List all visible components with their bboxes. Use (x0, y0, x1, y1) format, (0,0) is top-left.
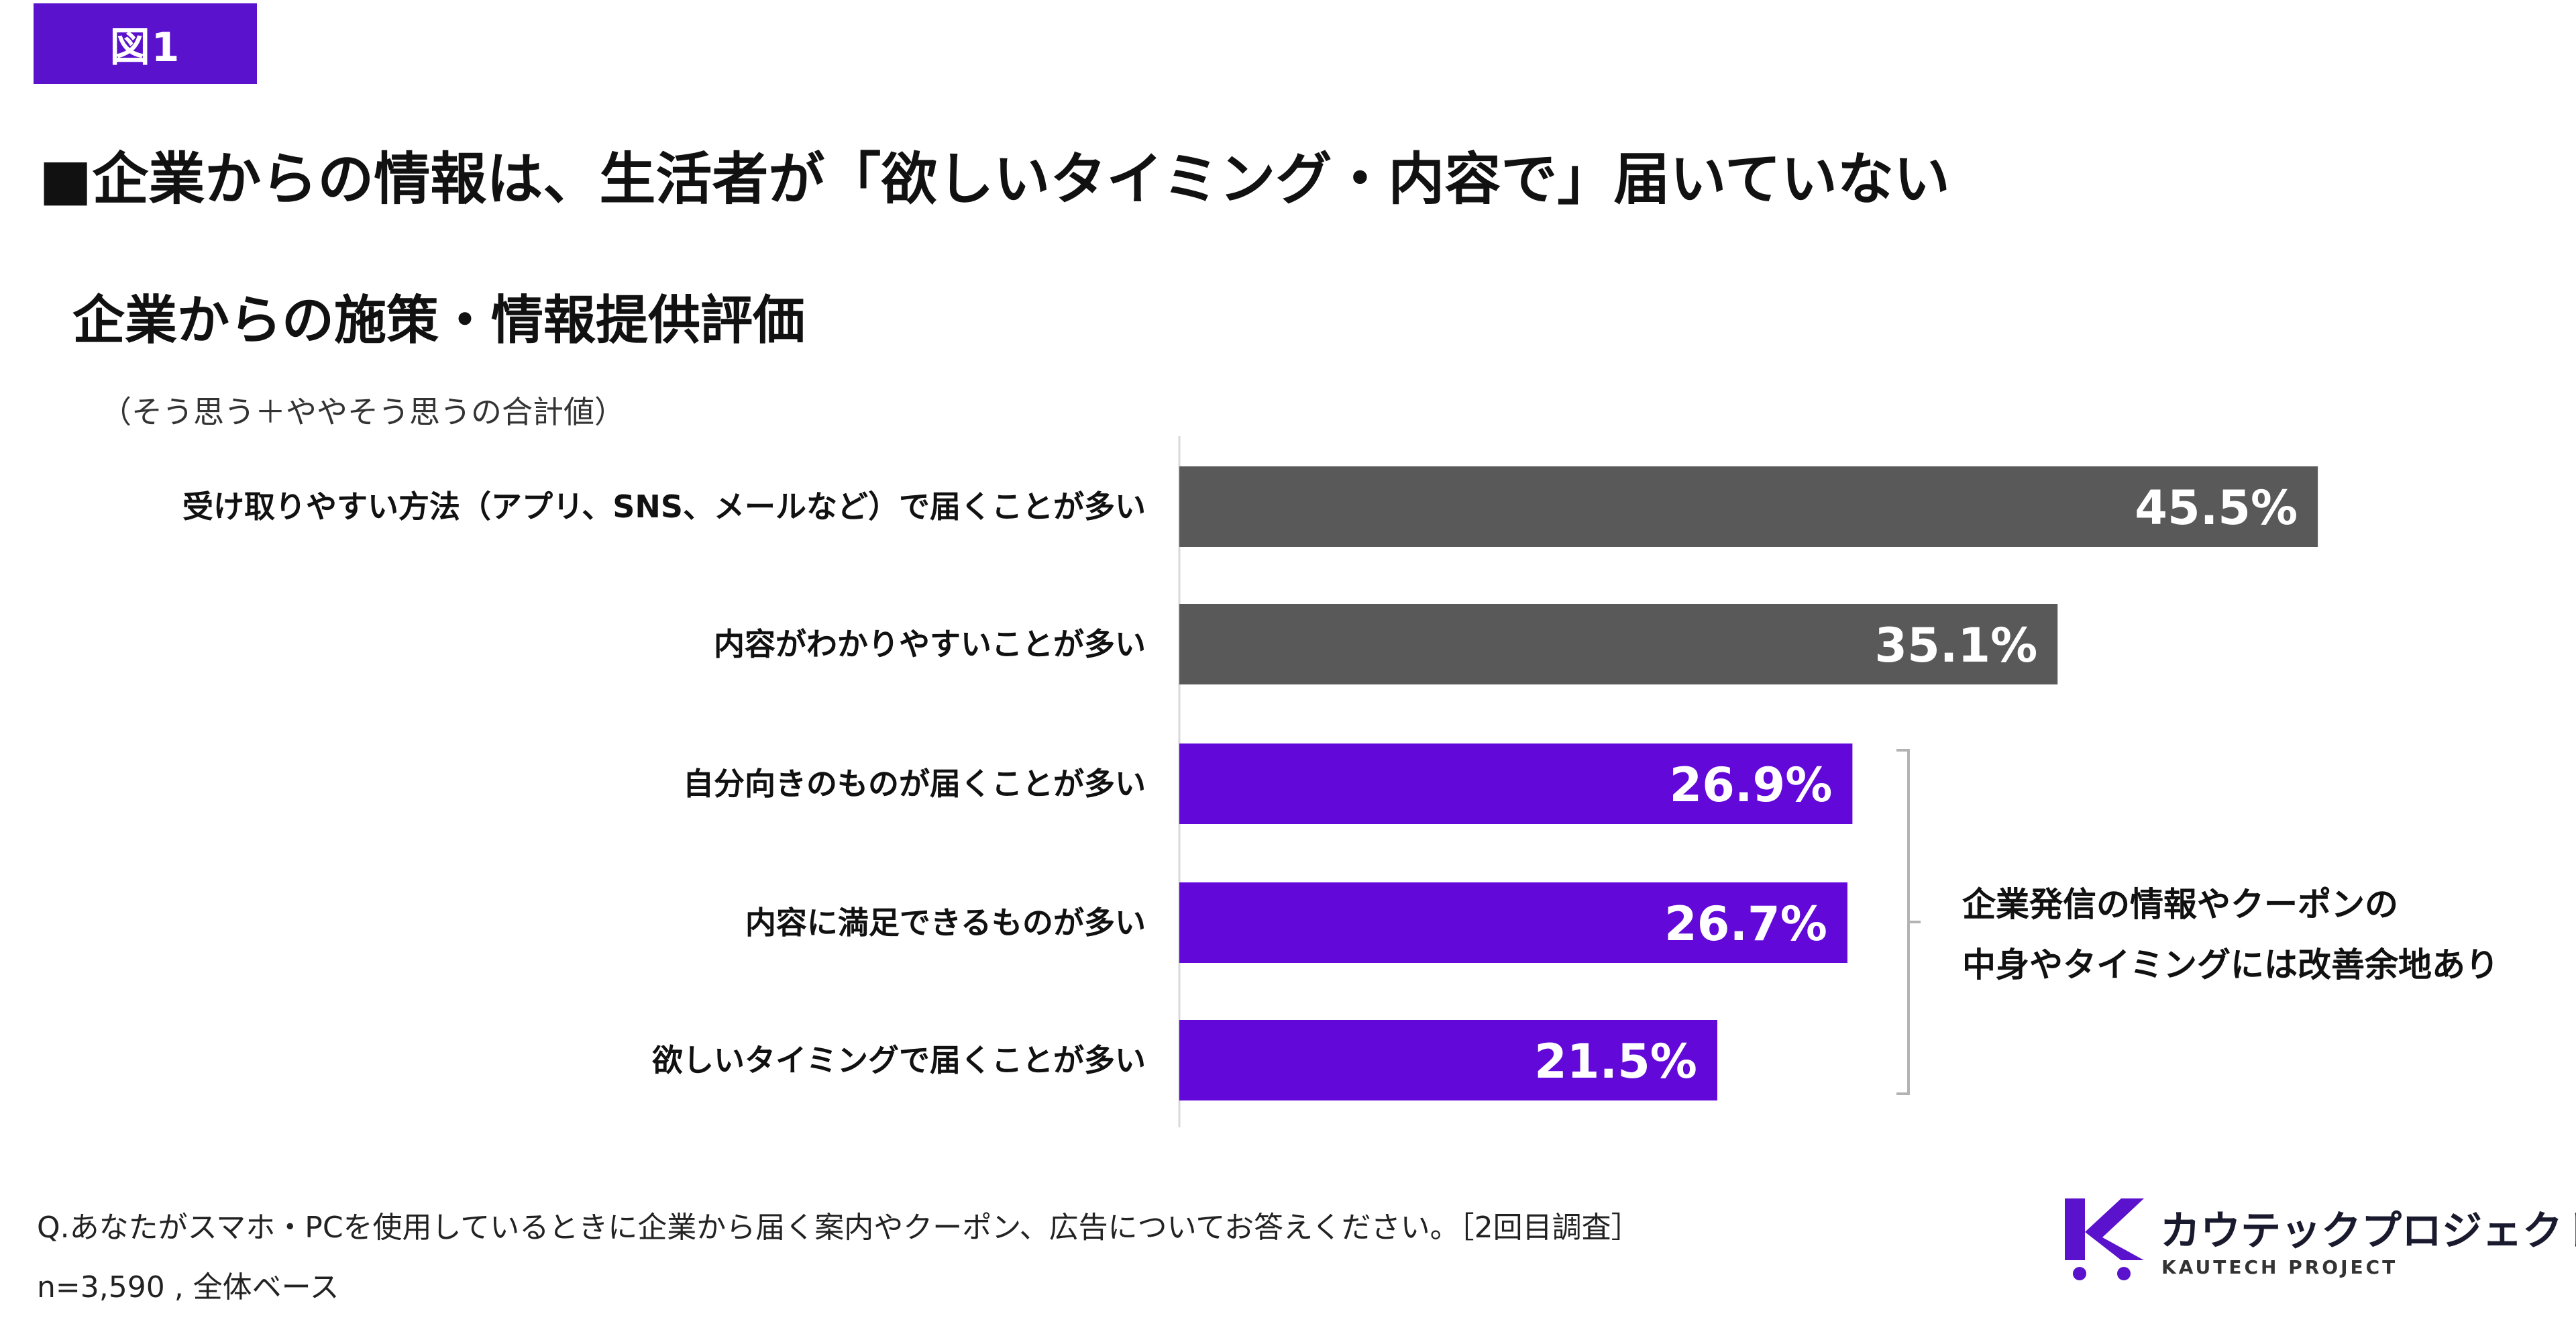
figure-label: 図1 (109, 23, 181, 71)
bar-value-label: 35.1% (1874, 618, 2037, 673)
footer-question: Q.あなたがスマホ・PCを使用しているときに企業から届く案内やクーポン、広告につ… (37, 1211, 1641, 1245)
logo-subtitle: KAUTECH PROJECT (2161, 1256, 2398, 1278)
footer-sample-base: n=3,590 , 全体ベース (37, 1270, 339, 1304)
annotation-bracket (1896, 749, 1921, 1095)
kautech-logo-icon (2065, 1198, 2144, 1280)
bar (1179, 882, 1847, 963)
annotation-text-line: 企業発信の情報やクーポンの (1962, 885, 2398, 924)
bar (1179, 743, 1853, 824)
annotation-text-line: 中身やタイミングには改善余地あり (1962, 945, 2499, 984)
bar-value-label: 26.9% (1670, 758, 1833, 813)
bar (1179, 466, 2318, 547)
chart-title: 企業からの施策・情報提供評価 (72, 291, 806, 351)
category-label: 自分向きのものが届くことが多い (683, 766, 1146, 802)
bar (1179, 1020, 1717, 1100)
brand-logo: カウテックプロジェクト KAUTECH PROJECT (2053, 1194, 2576, 1282)
category-label: 内容に満足できるものが多い (745, 905, 1146, 941)
bar (1179, 604, 2058, 684)
bar-value-label: 21.5% (1534, 1034, 1697, 1089)
bar-value-label: 45.5% (2135, 480, 2298, 535)
chart-subtitle: （そう思う＋ややそう思うの合計値） (101, 394, 625, 430)
category-label: 内容がわかりやすいことが多い (714, 626, 1146, 662)
category-label: 受け取りやすい方法（アプリ、SNS、メールなど）で届くことが多い (182, 489, 1146, 525)
page-headline: ■企業からの情報は、生活者が「欲しいタイミング・内容で」届いていない (39, 146, 1950, 212)
bar-value-label: 26.7% (1664, 896, 1827, 952)
logo-name: カウテックプロジェクト (2160, 1208, 2576, 1255)
category-label: 欲しいタイミングで届くことが多い (651, 1042, 1146, 1078)
figure-label-badge: 図1 (34, 3, 257, 84)
